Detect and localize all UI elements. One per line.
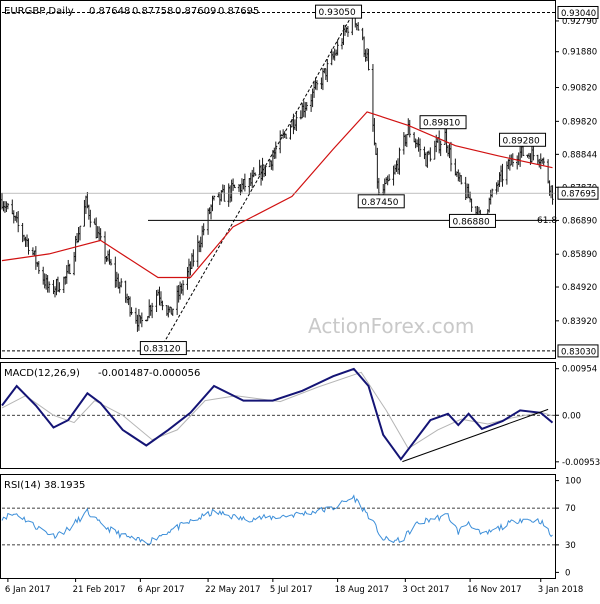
price-annotation-box bbox=[499, 132, 547, 147]
x-axis-label: 22 May 2017 bbox=[205, 585, 260, 595]
x-axis-label: 5 Jul 2017 bbox=[270, 585, 313, 595]
last-price-box bbox=[557, 186, 599, 200]
macd-axis-label: 0.00954 bbox=[562, 365, 597, 375]
ohlc-high: 0.87758 bbox=[132, 6, 173, 17]
x-axis-label: 18 Aug 2017 bbox=[335, 585, 389, 595]
rsi-axis-label: 100 bbox=[565, 477, 581, 487]
price-axis-label: 0.89820 bbox=[562, 117, 597, 127]
watermark: ActionForex.com bbox=[308, 314, 474, 338]
macd-main-line bbox=[1, 367, 554, 461]
price-annotation-label: 0.87450 bbox=[361, 198, 398, 208]
key-level-box bbox=[557, 344, 599, 358]
rsi-panel bbox=[0, 474, 556, 579]
macd-axis-label: 0.00 bbox=[562, 411, 581, 421]
macd-axis-label: -0.009538 bbox=[562, 458, 600, 468]
price-axis-label: 0.88844 bbox=[562, 150, 597, 160]
rsi-line bbox=[1, 494, 553, 545]
macd-title: MACD(12,26,9) bbox=[4, 368, 80, 379]
price-axis-label: 0.91880 bbox=[562, 48, 597, 58]
x-axis-label: 6 Apr 2017 bbox=[137, 585, 184, 595]
price-annotation-box bbox=[448, 213, 496, 228]
x-axis-label: 16 Nov 2017 bbox=[467, 585, 521, 595]
ohlc-low: 0.87609 bbox=[175, 6, 216, 17]
price-axis-label: 0.86890 bbox=[562, 216, 597, 226]
price-panel bbox=[0, 0, 556, 359]
macd-trendline bbox=[402, 408, 549, 463]
x-axis-label: 21 Feb 2017 bbox=[73, 585, 126, 595]
key-level-label: 0.83030 bbox=[561, 347, 596, 357]
macd-value-signal: -0.000056 bbox=[149, 368, 200, 379]
price-annotation-label: 0.86880 bbox=[452, 217, 489, 227]
rsi-axis-label: 0 bbox=[565, 568, 570, 578]
price-axis-label: 0.90820 bbox=[562, 84, 597, 94]
price-trendline bbox=[160, 11, 355, 349]
ohlc-open: 0.87648 bbox=[89, 6, 130, 17]
price-annotation-box bbox=[139, 341, 187, 356]
key-level-label: 0.93040 bbox=[561, 9, 596, 19]
macd-value-main: -0.001487 bbox=[98, 368, 149, 379]
price-annotation-label: 0.89280 bbox=[503, 136, 540, 146]
price-axis-label: 0.84920 bbox=[562, 283, 597, 293]
price-axis-label: 0.92790 bbox=[562, 17, 597, 27]
x-axis-label: 6 Jan 2017 bbox=[5, 585, 51, 595]
rsi-axis-label: 70 bbox=[565, 504, 576, 514]
retracement-label: 61.8 bbox=[537, 216, 557, 226]
price-annotation-label: 0.83120 bbox=[143, 345, 180, 355]
price-annotation-box bbox=[315, 4, 363, 19]
dynamic-layer: 0.927900.918800.908200.898200.888440.878… bbox=[0, 4, 600, 595]
price-title: EURGBP,Daily bbox=[4, 6, 74, 17]
x-axis-label: 3 Oct 2017 bbox=[402, 585, 449, 595]
price-axis-label: 0.85890 bbox=[562, 250, 597, 260]
key-level-box bbox=[557, 5, 599, 19]
moving-average-line bbox=[1, 111, 553, 279]
ohlc-close: 0.87695 bbox=[218, 6, 259, 17]
price-annotation-label: 0.89810 bbox=[423, 119, 460, 129]
price-annotation-box bbox=[357, 194, 405, 209]
price-annotation-box bbox=[419, 115, 467, 130]
price-axis-label: 0.83920 bbox=[562, 317, 597, 327]
ohlc-bars bbox=[0, 6, 554, 332]
x-axis-label: 3 Jan 2018 bbox=[538, 585, 584, 595]
price-annotation-label: 0.93050 bbox=[319, 8, 356, 18]
rsi-title: RSI(14) 38.1935 bbox=[4, 480, 85, 491]
last-price-label: 0.87695 bbox=[561, 190, 596, 200]
macd-signal-line bbox=[1, 371, 553, 450]
rsi-axis-label: 30 bbox=[565, 541, 576, 551]
